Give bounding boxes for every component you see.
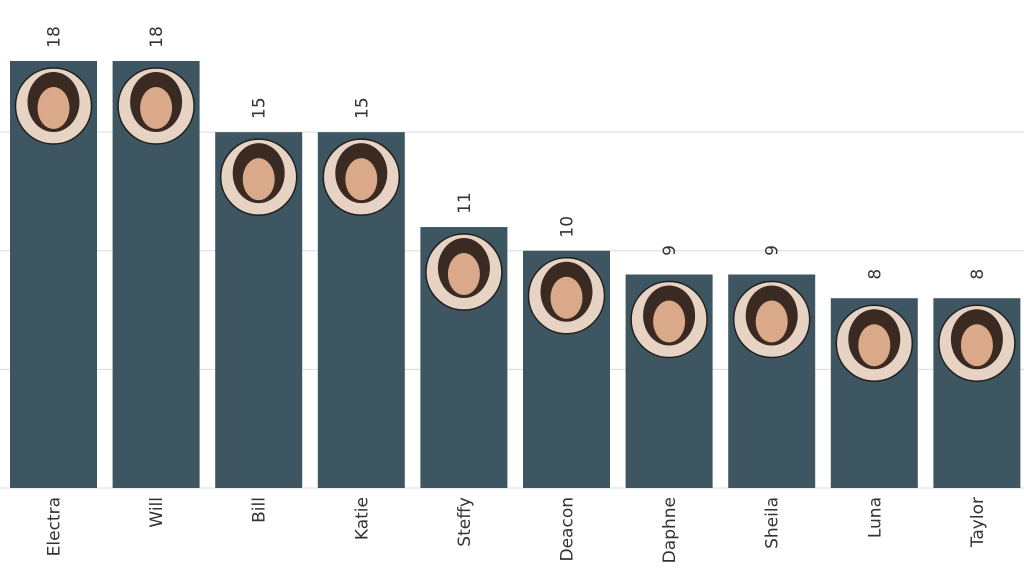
- value-label: 11: [455, 192, 475, 214]
- steffy-avatar-icon: [425, 233, 503, 311]
- daphne-avatar-icon: [630, 280, 708, 359]
- electra-avatar-icon: [14, 67, 93, 145]
- value-label: 9: [660, 245, 680, 256]
- value-label: 18: [147, 26, 167, 48]
- category-label: Steffy: [455, 497, 475, 547]
- value-label: 8: [968, 269, 988, 280]
- value-label: 10: [558, 216, 578, 238]
- value-label: 15: [352, 97, 372, 119]
- value-label: 18: [45, 26, 65, 48]
- deacon-avatar-icon: [527, 257, 606, 335]
- bill-avatar-icon: [219, 138, 298, 216]
- category-label: Daphne: [660, 497, 680, 563]
- value-labels: 18 18 15 15 11 10 9 9 8 8: [45, 26, 988, 279]
- category-label: Deacon: [558, 497, 578, 562]
- katie-avatar-icon: [322, 138, 401, 216]
- category-label: Luna: [865, 497, 885, 538]
- luna-avatar-icon: [835, 304, 914, 382]
- category-label: Katie: [352, 497, 372, 540]
- category-label: Sheila: [763, 497, 783, 549]
- value-label: 9: [763, 245, 783, 256]
- category-labels: Electra Will Bill Katie Steffy Deacon Daphne Sh…: [45, 497, 988, 563]
- category-label: Taylor: [968, 497, 988, 548]
- category-label: Will: [147, 497, 167, 528]
- sheila-avatar-icon: [732, 280, 811, 359]
- will-avatar-icon: [117, 67, 195, 145]
- category-label: Bill: [250, 497, 270, 523]
- value-label: 8: [865, 269, 885, 280]
- category-label: Electra: [45, 497, 65, 556]
- value-label: 15: [250, 97, 270, 119]
- taylor-avatar-icon: [938, 304, 1016, 382]
- avatars: [14, 67, 1016, 382]
